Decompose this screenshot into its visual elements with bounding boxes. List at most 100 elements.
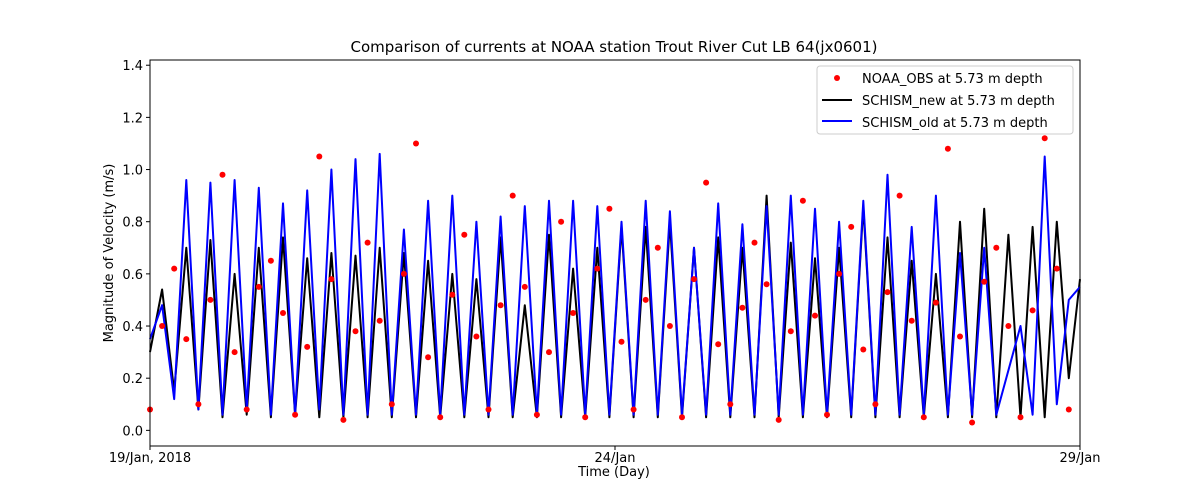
obs-point	[352, 328, 359, 335]
obs-point	[799, 197, 806, 204]
y-tick-label: 1.4	[122, 59, 143, 74]
obs-point	[1005, 323, 1012, 329]
obs-point	[836, 270, 843, 277]
obs-point	[981, 278, 988, 285]
y-tick-label: 0.6	[122, 268, 143, 283]
legend: NOAA_OBS at 5.73 m depth SCHISM_new at 5…	[816, 65, 1074, 135]
y-tick-label: 0.0	[122, 424, 143, 439]
obs-point	[195, 401, 202, 408]
obs-point	[1053, 265, 1060, 272]
obs-point	[727, 401, 734, 408]
obs-point	[400, 270, 407, 277]
obs-point	[461, 231, 468, 238]
obs-point	[570, 310, 577, 316]
obs-point	[993, 244, 1000, 251]
obs-point	[267, 257, 274, 264]
obs-point	[618, 338, 625, 345]
obs-point	[1017, 414, 1024, 421]
obs-point	[485, 406, 492, 413]
obs-point	[896, 192, 903, 199]
y-axis-label: Magnitude of Velocity (m/s)	[102, 164, 117, 343]
obs-point	[497, 302, 504, 309]
obs-point	[1041, 135, 1048, 142]
y-tick-label: 0.2	[122, 372, 143, 387]
obs-point	[969, 419, 976, 426]
obs-point	[304, 343, 311, 350]
obs-point	[558, 218, 565, 225]
obs-point	[425, 354, 432, 361]
y-tick-label: 1.2	[122, 111, 143, 126]
y-tick-label: 1.0	[122, 164, 143, 179]
obs-point	[860, 346, 867, 353]
x-tick-label: 19/Jan, 2018	[109, 451, 191, 466]
obs-point	[606, 205, 613, 212]
obs-point	[920, 414, 927, 421]
obs-point	[255, 283, 262, 290]
obs-point	[787, 328, 794, 335]
obs-point	[654, 244, 661, 251]
legend-obs-label: NOAA_OBS at 5.73 m depth	[862, 72, 1043, 87]
obs-point	[292, 411, 299, 418]
obs-point	[763, 281, 770, 288]
obs-point	[812, 312, 818, 319]
obs-point	[207, 296, 214, 303]
obs-point	[243, 406, 250, 413]
obs-point	[533, 411, 540, 418]
obs-point	[473, 333, 480, 340]
obs-point	[594, 265, 601, 272]
obs-point	[159, 323, 166, 329]
obs-point	[932, 299, 939, 306]
obs-point	[944, 145, 951, 152]
obs-point	[739, 304, 746, 311]
obs-point	[642, 296, 649, 303]
obs-point	[848, 223, 855, 230]
obs-point	[775, 416, 782, 423]
obs-point	[280, 310, 286, 316]
obs-point	[328, 276, 335, 283]
obs-point	[171, 265, 178, 272]
obs-point	[715, 341, 722, 348]
obs-point	[872, 401, 879, 408]
legend-obs-marker	[834, 75, 840, 81]
obs-point	[364, 239, 371, 246]
obs-point	[679, 414, 685, 421]
x-tick-label: 24/Jan	[595, 451, 636, 466]
obs-point	[1065, 406, 1072, 413]
obs-point	[1029, 307, 1036, 314]
obs-point	[376, 317, 383, 324]
obs-point	[437, 414, 444, 421]
legend-box	[816, 65, 1074, 135]
y-tick-label: 0.4	[122, 320, 143, 335]
x-tick-label: 29/Jan	[1060, 451, 1101, 466]
chart-title: Comparison of currents at NOAA station T…	[350, 38, 877, 56]
obs-point	[884, 289, 891, 296]
obs-point	[509, 192, 516, 199]
obs-point	[582, 414, 589, 421]
obs-point	[413, 140, 419, 147]
series-line-2	[149, 152, 1081, 416]
obs-point	[231, 349, 238, 356]
obs-point	[630, 406, 637, 413]
obs-point	[751, 239, 758, 246]
obs-point	[703, 179, 710, 186]
obs-point	[521, 283, 528, 290]
obs-point	[824, 411, 830, 418]
obs-point	[957, 333, 963, 340]
legend-new-label: SCHISM_new at 5.73 m depth	[862, 94, 1055, 109]
plot-frame	[149, 59, 1081, 447]
obs-point	[666, 323, 673, 329]
obs-point	[908, 317, 915, 324]
obs-point	[219, 171, 226, 178]
obs-point	[388, 401, 395, 408]
obs-point	[546, 349, 552, 356]
obs-point	[691, 276, 697, 283]
x-axis-label: Time (Day)	[577, 465, 650, 480]
obs-point	[183, 336, 190, 343]
obs-point	[340, 416, 347, 423]
legend-old-label: SCHISM_old at 5.73 m depth	[862, 116, 1048, 131]
y-tick-label: 0.8	[122, 216, 143, 231]
obs-point	[449, 291, 456, 298]
obs-point	[316, 153, 323, 160]
